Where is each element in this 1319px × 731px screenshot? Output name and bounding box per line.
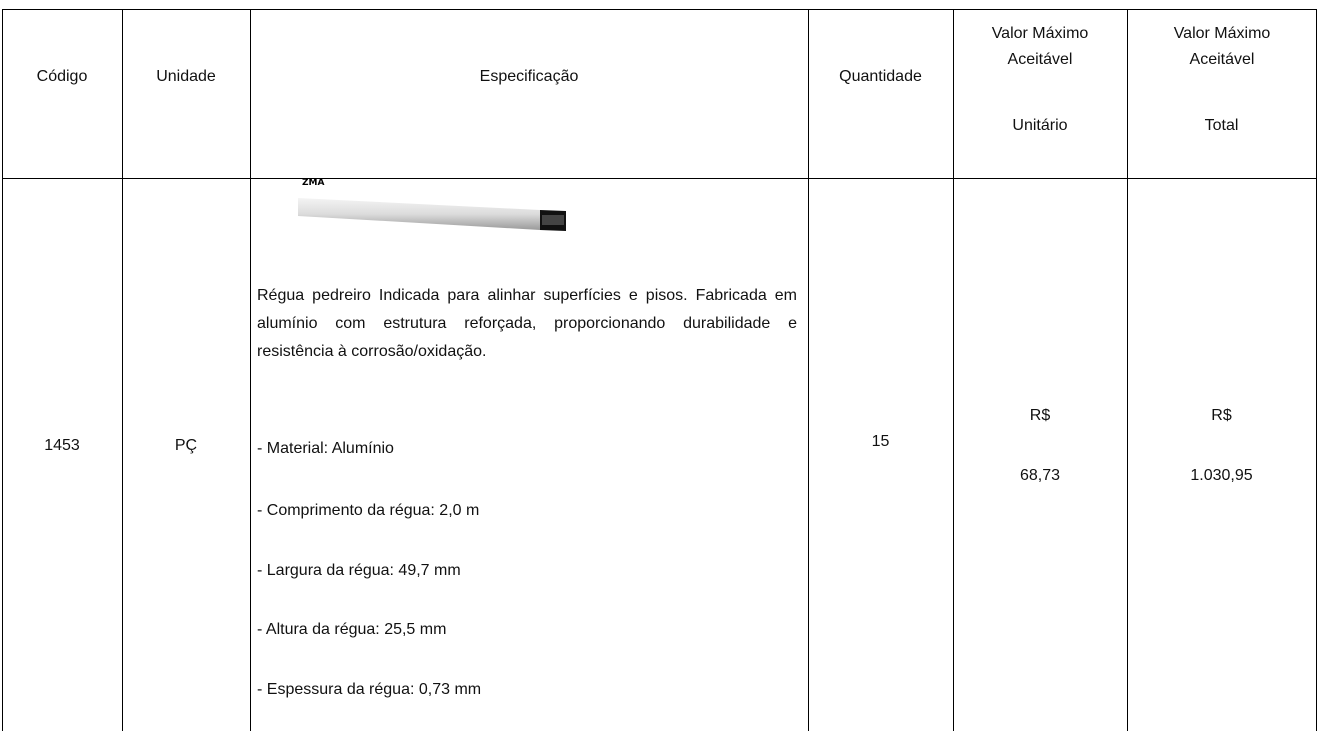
header-cell: Total bbox=[1204, 117, 1239, 134]
border bbox=[1127, 9, 1128, 731]
header-cell: Unitário bbox=[1012, 117, 1068, 134]
header-cell: Código bbox=[36, 68, 88, 85]
border bbox=[953, 9, 954, 731]
cell: R$ bbox=[1029, 407, 1051, 424]
cell: PÇ bbox=[174, 437, 198, 454]
header-cell: Unidade bbox=[156, 68, 216, 85]
spec-item: - Comprimento da régua: 2,0 m bbox=[257, 502, 480, 519]
header-cell: Quantidade bbox=[839, 68, 922, 85]
border bbox=[250, 9, 251, 731]
border bbox=[2, 178, 1317, 179]
header-cell: Especificação bbox=[479, 68, 579, 85]
border bbox=[2, 9, 1317, 10]
spec-item: - Largura da régua: 49,7 mm bbox=[257, 562, 461, 579]
border bbox=[1316, 9, 1317, 731]
border bbox=[2, 9, 3, 731]
product-image: ZMA bbox=[298, 178, 566, 231]
image-label: ZMA bbox=[302, 178, 324, 188]
border bbox=[122, 9, 123, 731]
header-cell: Valor Máximo Aceitável bbox=[1173, 25, 1271, 68]
cell: 68,73 bbox=[1019, 467, 1061, 484]
cell: 1453 bbox=[44, 437, 80, 454]
spec-item: - Espessura da régua: 0,73 mm bbox=[257, 681, 482, 698]
cell: 1.030,95 bbox=[1190, 467, 1253, 484]
cell: R$ bbox=[1211, 407, 1232, 424]
spec-item: - Altura da régua: 25,5 mm bbox=[257, 621, 447, 638]
border bbox=[808, 9, 809, 731]
header-cell: Valor Máximo Aceitável bbox=[991, 25, 1089, 68]
description: Régua pedreiro Indicada para alinhar sup… bbox=[257, 287, 797, 360]
cell: 15 bbox=[871, 433, 890, 450]
spec-item: - Material: Alumínio bbox=[257, 440, 394, 457]
